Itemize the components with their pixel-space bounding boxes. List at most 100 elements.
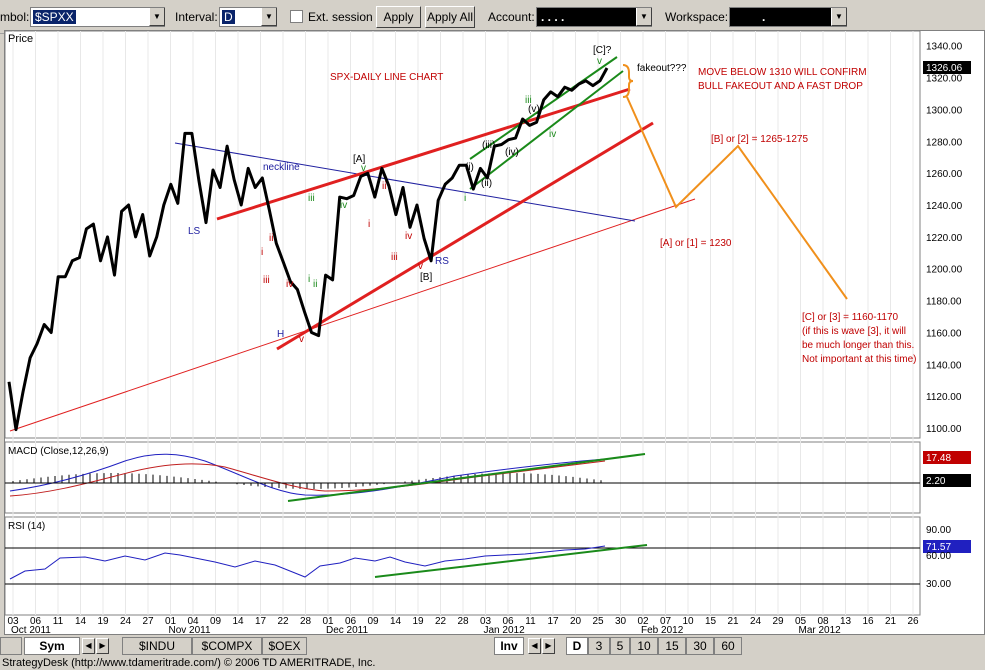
apply-button[interactable]: Apply bbox=[376, 6, 421, 28]
account-value[interactable]: . . . . bbox=[541, 10, 565, 24]
h-label: H bbox=[277, 329, 284, 340]
date-tick-label: 06 bbox=[502, 616, 514, 627]
chevron-down-icon[interactable]: ▼ bbox=[831, 8, 847, 26]
c-or-3-line1: [C] or [3] = 1160-1170 bbox=[802, 312, 899, 323]
interval-tab-3[interactable]: 3 bbox=[588, 637, 610, 655]
subwave-i-label: (i) bbox=[465, 162, 474, 173]
nav-right-icon[interactable]: ▶ bbox=[542, 638, 555, 654]
rsi-tick-60: 60.00 bbox=[926, 551, 951, 562]
interval-tab-10[interactable]: 10 bbox=[630, 637, 658, 655]
wave-i-label: i bbox=[261, 247, 263, 258]
date-tick-label: 20 bbox=[570, 616, 582, 627]
date-tick-label: 01 bbox=[165, 616, 177, 627]
date-tick-label: 17 bbox=[547, 616, 559, 627]
apply-all-button[interactable]: Apply All bbox=[425, 6, 475, 28]
chevron-down-icon[interactable]: ▼ bbox=[149, 8, 165, 26]
date-axis-months: Oct 2011 Nov 2011 Dec 2011 Jan 2012 Feb 2012… bbox=[11, 625, 842, 636]
wave-ii-label: ii bbox=[269, 233, 273, 244]
long-trendline bbox=[9, 198, 696, 432]
price-tick-label: 1300.00 bbox=[926, 105, 963, 116]
wave-b-iv-label: iv bbox=[405, 231, 412, 242]
rs-label: RS bbox=[435, 256, 449, 267]
wave-c-v-label: v bbox=[597, 56, 602, 67]
date-tick-label: 14 bbox=[75, 616, 87, 627]
price-pane-label: Price bbox=[8, 33, 33, 45]
confirm-line1: MOVE BELOW 1310 WILL CONFIRM bbox=[698, 67, 867, 78]
b-or-2-label: [B] or [2] = 1265-1275 bbox=[711, 134, 808, 145]
month-label: Mar 2012 bbox=[799, 625, 842, 634]
month-label: Dec 2011 bbox=[326, 625, 369, 634]
date-tick-label: 17 bbox=[255, 616, 267, 627]
confirm-line2: BULL FAKEOUT AND A FAST DROP bbox=[698, 81, 863, 92]
interval-tab-15[interactable]: 15 bbox=[658, 637, 686, 655]
account-label: Account: bbox=[488, 10, 535, 24]
date-tick-label: 21 bbox=[885, 616, 897, 627]
price-tick-label: 1320.00 bbox=[926, 74, 963, 85]
nav-left-icon[interactable]: ◀ bbox=[528, 638, 541, 654]
status-bar: StrategyDesk (http://www.tdameritrade.co… bbox=[0, 656, 985, 670]
toolbar: mbol: $SPXX ▼ Interval: D ▼ Ext. session… bbox=[0, 0, 985, 34]
interval-tab-d[interactable]: D bbox=[566, 637, 588, 655]
macd-histogram bbox=[12, 473, 602, 489]
tab-blank[interactable] bbox=[0, 637, 22, 655]
wave-iv-label: iv bbox=[286, 279, 293, 290]
ext-session-label: Ext. session bbox=[308, 10, 373, 24]
month-label: Nov 2011 bbox=[169, 625, 212, 634]
macd-line bbox=[9, 453, 606, 496]
tab-compx[interactable]: $COMPX bbox=[192, 637, 262, 655]
price-tick-label: 1180.00 bbox=[926, 297, 962, 308]
price-tick-label: 1260.00 bbox=[926, 169, 963, 180]
macd-pane-label: MACD (Close,12,26,9) bbox=[8, 446, 109, 457]
workspace-combo[interactable]: . ▼ bbox=[729, 7, 847, 27]
month-label: Oct 2011 bbox=[11, 625, 51, 634]
symbol-combo[interactable]: $SPXX ▼ bbox=[30, 7, 165, 27]
macd-trendline bbox=[287, 453, 646, 502]
date-tick-label: 21 bbox=[727, 616, 739, 627]
wave-b-ii-label: ii bbox=[382, 181, 386, 192]
c-or-3-line2: (if this is wave [3], it will bbox=[802, 326, 906, 337]
date-tick-label: 16 bbox=[862, 616, 874, 627]
macd-value-box bbox=[923, 451, 971, 464]
chart-svg[interactable]: 1340.00 1320.00 1300.00 1280.00 1260.00 1240.… bbox=[4, 30, 984, 636]
wave-green-iv-label: iv bbox=[340, 200, 347, 211]
month-label: Jan 2012 bbox=[484, 625, 526, 634]
price-tick-label: 1220.00 bbox=[926, 233, 963, 244]
interval-tab-60[interactable]: 60 bbox=[714, 637, 742, 655]
tab-sym[interactable]: Sym bbox=[24, 637, 80, 655]
neckline-line bbox=[174, 142, 636, 222]
workspace-label: Workspace: bbox=[665, 10, 729, 24]
date-tick-label: 03 bbox=[480, 616, 492, 627]
interval-tab-5[interactable]: 5 bbox=[610, 637, 630, 655]
nav-left-icon[interactable]: ◀ bbox=[82, 638, 95, 654]
interval-tab-30[interactable]: 30 bbox=[686, 637, 714, 655]
date-tick-label: 11 bbox=[53, 616, 64, 627]
fakeout-brace bbox=[622, 64, 634, 98]
date-tick-label: 15 bbox=[705, 616, 717, 627]
chevron-down-icon[interactable]: ▼ bbox=[261, 8, 277, 26]
workspace-value[interactable]: . bbox=[762, 10, 766, 24]
date-tick-label: 26 bbox=[907, 616, 919, 627]
lower-red-trendline bbox=[276, 121, 654, 351]
date-tick-label: 02 bbox=[637, 616, 649, 627]
nav-right-icon[interactable]: ▶ bbox=[96, 638, 109, 654]
c-top-label: [C]? bbox=[593, 45, 612, 56]
rsi-tick-30: 30.00 bbox=[926, 579, 951, 590]
ext-session-checkbox[interactable] bbox=[290, 10, 303, 23]
date-tick-label: 28 bbox=[300, 616, 312, 627]
bottom-tab-bar: Sym ◀ ▶ $INDU $COMPX $OEX Inv ◀ ▶ D 3 5 … bbox=[0, 636, 985, 656]
wave-b-i-label: i bbox=[368, 219, 370, 230]
subwave-v-label: (v) bbox=[528, 104, 540, 115]
interval-combo[interactable]: D ▼ bbox=[219, 7, 277, 27]
tab-indu[interactable]: $INDU bbox=[122, 637, 192, 655]
tab-oex[interactable]: $OEX bbox=[262, 637, 307, 655]
chart-title: SPX-DAILY LINE CHART bbox=[330, 72, 443, 83]
c-or-3-line3: be much longer than this. bbox=[802, 340, 914, 351]
price-tick-label: 1200.00 bbox=[926, 265, 963, 276]
chevron-down-icon[interactable]: ▼ bbox=[636, 8, 652, 26]
tab-inv[interactable]: Inv bbox=[494, 637, 524, 655]
account-combo[interactable]: . . . . ▼ bbox=[536, 7, 652, 27]
date-tick-label: 27 bbox=[142, 616, 154, 627]
interval-value[interactable]: D bbox=[222, 10, 235, 24]
symbol-value[interactable]: $SPXX bbox=[33, 10, 76, 24]
chart-area[interactable]: 1340.00 1320.00 1300.00 1280.00 1260.00 1240.… bbox=[4, 30, 985, 636]
